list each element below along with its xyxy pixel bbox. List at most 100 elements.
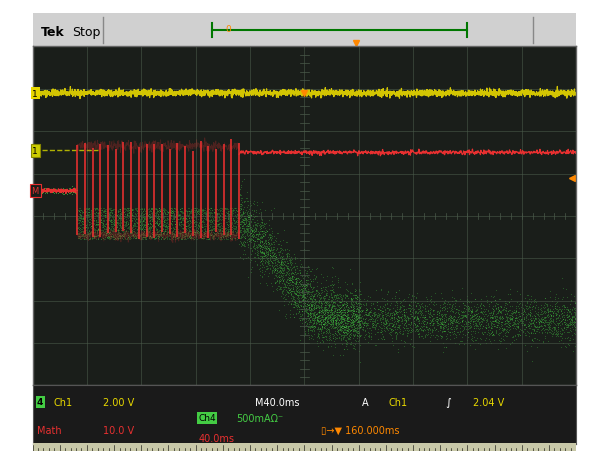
Point (355, 324, 365, 331)
Point (340, 320, 350, 327)
Point (103, 224, 113, 231)
Point (378, 313, 387, 321)
Point (301, 282, 310, 289)
Point (154, 216, 164, 223)
Point (210, 230, 219, 237)
Point (306, 293, 315, 300)
Point (412, 316, 421, 323)
Point (183, 235, 193, 242)
Point (91, 221, 100, 228)
Point (358, 300, 368, 308)
Point (510, 321, 519, 328)
Point (170, 218, 180, 225)
Point (301, 307, 311, 314)
Point (281, 251, 291, 258)
Point (188, 229, 197, 236)
Point (317, 331, 327, 339)
Point (355, 329, 364, 336)
Point (203, 230, 213, 237)
Point (212, 221, 222, 229)
Point (327, 291, 336, 299)
Point (222, 221, 231, 228)
Point (282, 289, 292, 296)
Point (189, 230, 198, 238)
Point (290, 268, 299, 276)
Point (298, 291, 308, 299)
Point (295, 308, 304, 315)
Point (290, 273, 299, 281)
Point (497, 337, 506, 345)
Point (134, 216, 144, 224)
Point (181, 216, 190, 224)
Point (260, 245, 269, 252)
Point (316, 308, 326, 315)
Point (219, 226, 229, 233)
Point (44, 186, 53, 193)
Point (561, 321, 570, 328)
Point (178, 217, 187, 224)
Point (459, 304, 469, 312)
Point (287, 271, 296, 278)
Point (148, 214, 157, 221)
Point (119, 221, 128, 229)
Point (551, 299, 561, 307)
Point (173, 232, 182, 239)
Point (174, 230, 184, 237)
Point (119, 217, 128, 224)
Point (341, 331, 350, 339)
Point (130, 205, 139, 212)
Point (196, 213, 206, 220)
Point (535, 318, 545, 325)
Point (398, 327, 407, 335)
Point (400, 324, 409, 331)
Point (493, 303, 503, 310)
Point (304, 291, 314, 298)
Point (482, 316, 492, 323)
Point (138, 224, 148, 231)
Point (486, 310, 496, 317)
Point (167, 207, 176, 214)
Point (379, 315, 388, 322)
Point (277, 276, 287, 283)
Point (167, 210, 176, 217)
Point (327, 312, 337, 319)
Point (343, 308, 352, 315)
Point (391, 323, 400, 331)
Point (98, 220, 107, 227)
Point (359, 327, 368, 334)
Point (257, 199, 267, 207)
Point (163, 235, 172, 242)
Point (537, 323, 546, 330)
Point (122, 207, 131, 214)
Point (84, 209, 93, 216)
Point (542, 303, 551, 310)
Point (46, 186, 56, 193)
Point (161, 230, 171, 238)
Point (352, 325, 362, 332)
Point (271, 279, 280, 286)
Point (80, 228, 90, 235)
Point (490, 314, 499, 321)
Point (212, 211, 222, 218)
Point (94, 222, 103, 230)
Point (447, 316, 456, 323)
Point (118, 204, 127, 212)
Point (264, 216, 274, 224)
Point (360, 308, 369, 316)
Point (275, 272, 284, 279)
Point (401, 318, 411, 325)
Point (267, 270, 277, 277)
Point (112, 224, 122, 231)
Point (91, 233, 100, 240)
Point (170, 234, 180, 241)
Point (348, 317, 358, 324)
Point (336, 292, 346, 299)
Point (145, 215, 154, 222)
Point (277, 280, 287, 287)
Point (310, 312, 319, 319)
Point (487, 314, 496, 321)
Point (224, 208, 233, 215)
Point (171, 213, 180, 221)
Point (316, 285, 326, 292)
Point (264, 239, 274, 247)
